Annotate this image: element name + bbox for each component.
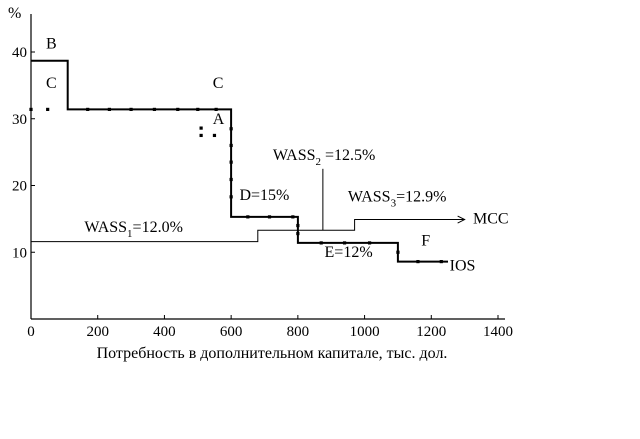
mcc-arrowhead — [457, 215, 466, 224]
ios-marker — [396, 250, 400, 254]
label-wass2: WASS2 =12.5% — [273, 147, 376, 168]
ios-marker — [229, 195, 233, 199]
label-c-left: C — [46, 75, 57, 92]
ios-marker — [342, 241, 347, 245]
ios-marker — [229, 143, 233, 148]
x-tick-label: 1000 — [350, 324, 380, 340]
ios-marker — [267, 215, 272, 219]
ios-marker — [107, 107, 111, 112]
label-e: E=12% — [325, 244, 373, 261]
ios-marker — [367, 241, 372, 245]
ios-marker — [296, 231, 300, 236]
label-f: F — [421, 233, 430, 250]
ios-marker — [129, 107, 133, 112]
axes: 0 200 400 600 800 1000 1200 1400 10 20 30 40 — [12, 14, 513, 340]
x-tick-label: 800 — [287, 324, 310, 340]
label-wass1: WASS1=12.0% — [84, 219, 183, 240]
mcc-line — [31, 219, 465, 243]
label-wass3: WASS3=12.9% — [348, 189, 447, 210]
x-axis-title: Потребность в дополнительном капитале, т… — [97, 345, 448, 362]
x-tick-label: 200 — [86, 324, 109, 340]
x-tick-label: 1400 — [483, 324, 513, 340]
y-tick-label: 30 — [12, 112, 27, 128]
ios-marker — [229, 127, 233, 131]
y-tick-label: 20 — [12, 179, 27, 195]
ios-marker — [152, 107, 157, 112]
ios-marker — [214, 107, 218, 112]
label-b: B — [46, 36, 57, 53]
label-mcc: MCC — [473, 211, 509, 228]
ios-marker — [176, 107, 180, 112]
ios-marker — [416, 259, 420, 264]
x-tick-label: 1200 — [416, 324, 446, 340]
label-a: A — [213, 111, 225, 128]
x-tick-label: 600 — [220, 324, 243, 340]
ios-marker — [296, 223, 300, 228]
ios-marker — [46, 107, 50, 112]
label-d: D=15% — [239, 187, 289, 204]
label-c-right: C — [213, 75, 224, 92]
ios-marker — [196, 107, 200, 112]
y-tick-label: 10 — [12, 245, 27, 261]
ios-marker — [229, 177, 233, 182]
dot-marker — [29, 107, 33, 112]
ios-marker — [439, 259, 443, 264]
dot-marker — [199, 126, 203, 130]
series-group — [29, 59, 466, 264]
ios-marker — [246, 215, 250, 219]
dot-marker — [212, 133, 217, 138]
label-ios: IOS — [450, 257, 476, 274]
ios-marker — [319, 241, 323, 245]
ios-marker — [291, 215, 295, 219]
dot-marker — [199, 133, 203, 138]
annotations-group: B C C A D=15% E=12% F IOS MCC WASS1=12.0% WASS2 =1… — [46, 36, 509, 275]
x-tick-label: 0 — [27, 324, 35, 340]
y-tick-label: 40 — [12, 45, 27, 61]
ios-marker — [86, 107, 90, 112]
x-tick-label: 400 — [153, 324, 176, 340]
y-axis-title: % — [8, 5, 21, 22]
ios-marker — [229, 160, 233, 164]
